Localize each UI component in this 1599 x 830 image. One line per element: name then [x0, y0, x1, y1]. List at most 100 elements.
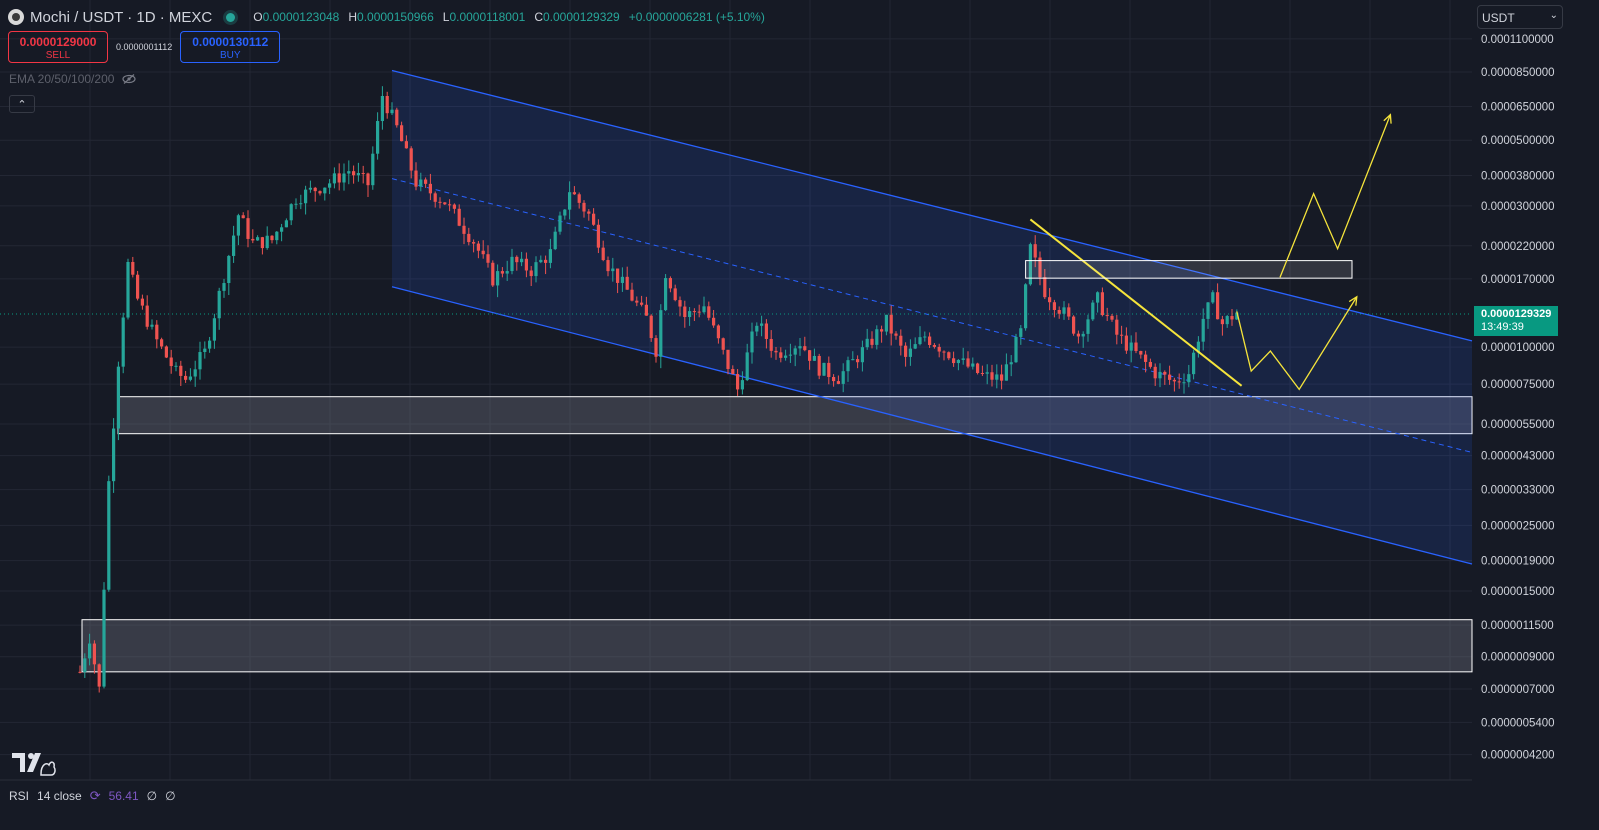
candle-body	[1201, 318, 1205, 342]
candle-body	[169, 357, 173, 367]
candle-body	[582, 202, 586, 212]
candle-body	[668, 278, 672, 289]
candle-body	[798, 346, 802, 349]
buy-button[interactable]: 0.0000130112 BUY	[180, 31, 281, 63]
candle-body	[1105, 315, 1109, 317]
candle-body	[932, 345, 936, 347]
candle-body	[875, 329, 879, 345]
candle-body	[462, 225, 466, 234]
candle-body	[227, 255, 231, 284]
indicator-legend[interactable]: EMA 20/50/100/200	[9, 72, 137, 86]
chevron-up-icon[interactable]: ⌃	[9, 95, 35, 113]
candle-body	[222, 283, 226, 291]
y-tick-label: 0.0000025000	[1481, 520, 1555, 532]
candle-body	[400, 125, 404, 142]
candle-body	[611, 268, 615, 272]
candlestick-series	[78, 86, 1239, 693]
candle-body	[688, 311, 692, 318]
candle-body	[280, 227, 284, 232]
candle-body	[601, 247, 605, 261]
candle-body	[1028, 244, 1032, 285]
candle-body	[1038, 257, 1042, 278]
candle-body	[1230, 316, 1234, 320]
candle-body	[985, 372, 989, 374]
rsi-label: RSI	[9, 789, 30, 803]
chart-drawings	[0, 69, 1473, 673]
rsi-settings-icon[interactable]: ⟳	[89, 788, 101, 803]
candle-body	[558, 215, 562, 232]
price-axis[interactable]: 0.0001100000 0.0000850000 0.0000650000 0.00…	[1481, 34, 1555, 762]
candle-body	[1168, 374, 1172, 380]
candle-body	[443, 202, 447, 205]
y-tick-label: 0.0000043000	[1481, 451, 1555, 463]
candle-body	[894, 333, 898, 336]
y-tick-label: 0.0000300000	[1481, 201, 1555, 213]
candle-body	[515, 256, 519, 263]
candle-body	[395, 109, 399, 126]
chevron-down-icon: ⌄	[1549, 10, 1558, 21]
candle-body	[1206, 302, 1210, 319]
candle-body	[971, 363, 975, 367]
candle-body	[208, 340, 212, 349]
currency-select[interactable]: USDT ⌄	[1477, 5, 1563, 29]
candle-body	[1120, 334, 1124, 336]
candle-body	[337, 173, 341, 183]
candle-body	[92, 643, 96, 665]
candle-body	[596, 224, 600, 248]
candle-body	[1211, 292, 1215, 303]
candle-body	[414, 170, 418, 187]
candle-body	[1196, 341, 1200, 353]
candle-body	[817, 355, 821, 376]
spread-value: 0.0000001112	[116, 42, 173, 52]
rsi-value: 56.41	[108, 789, 139, 803]
ohlc-close: 0.0000129329	[542, 10, 620, 24]
candle-body	[774, 350, 778, 353]
candle-body	[404, 141, 408, 149]
tradingview-logo-icon[interactable]	[11, 750, 57, 778]
candle-body	[572, 192, 576, 195]
candle-body	[376, 121, 380, 154]
candle-body	[544, 259, 548, 263]
candle-body	[865, 338, 869, 348]
y-tick-label: 0.0000011500	[1481, 620, 1554, 632]
candle-body	[1062, 307, 1066, 314]
candle-body	[736, 374, 740, 390]
candle-body	[731, 368, 735, 375]
candle-body	[294, 203, 298, 205]
y-tick-label: 0.0001100000	[1481, 34, 1554, 46]
candle-body	[184, 375, 188, 380]
symbol-title[interactable]: Mochi / USDT · 1D · MEXC	[30, 8, 213, 26]
candle-body	[1081, 333, 1085, 337]
trade-panel: 0.0000129000 SELL 0.0000001112 0.0000130…	[8, 31, 281, 63]
projection-arrow-upper	[1279, 114, 1392, 278]
candle-body	[361, 173, 365, 175]
candle-body	[438, 201, 442, 203]
candle-body	[755, 325, 759, 332]
candle-body	[1096, 292, 1100, 303]
candle-body	[827, 362, 831, 378]
candle-body	[534, 262, 538, 277]
sell-button[interactable]: 0.0000129000 SELL	[8, 31, 108, 63]
currency-value: USDT	[1482, 11, 1515, 25]
ohlc-change: +0.0000006281 (+5.10%)	[628, 10, 765, 24]
candle-body	[1043, 277, 1047, 298]
candle-body	[1235, 312, 1239, 320]
candle-body	[1057, 309, 1061, 314]
rsi-legend[interactable]: RSI 14 close ⟳ 56.41 ∅ ∅	[9, 788, 176, 804]
candle-body	[409, 148, 413, 171]
candle-body	[241, 215, 245, 219]
candle-body	[740, 380, 744, 390]
candle-body	[980, 373, 984, 375]
channel-upper-line	[391, 69, 1473, 342]
candle-body	[1000, 374, 1004, 381]
candle-body	[332, 173, 336, 184]
candle-body	[232, 235, 236, 256]
candle-body	[164, 346, 168, 358]
candle-body	[918, 337, 922, 345]
candle-body	[673, 288, 677, 301]
eye-hidden-icon[interactable]	[122, 74, 137, 84]
candle-body	[1134, 342, 1138, 352]
candle-body	[990, 372, 994, 380]
candle-body	[563, 209, 567, 216]
